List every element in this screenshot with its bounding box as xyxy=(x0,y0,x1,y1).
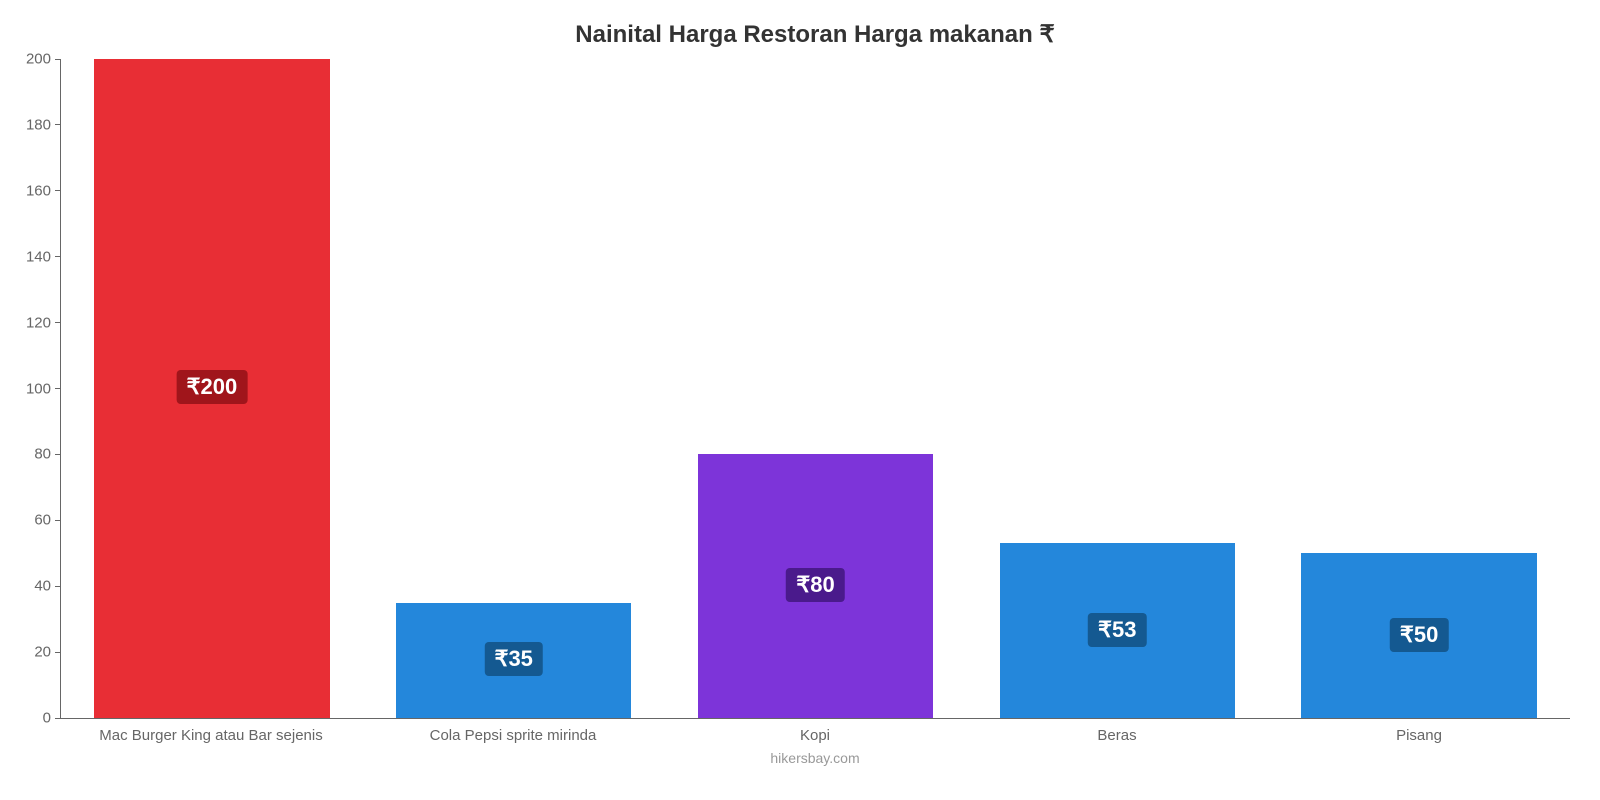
plot-area: 020406080100120140160180200 ₹200₹35₹80₹5… xyxy=(60,59,1570,719)
bar-value-label: ₹200 xyxy=(177,370,248,404)
y-tick-label: 180 xyxy=(26,116,51,133)
bar-value-label: ₹50 xyxy=(1390,618,1448,652)
bar-value-label: ₹80 xyxy=(786,568,844,602)
x-axis-labels: Mac Burger King atau Bar sejenisCola Pep… xyxy=(60,727,1570,744)
y-tick-label: 80 xyxy=(34,446,51,463)
chart-title: Nainital Harga Restoran Harga makanan ₹ xyxy=(60,20,1570,49)
chart-container: Nainital Harga Restoran Harga makanan ₹ … xyxy=(0,0,1600,800)
y-tick-label: 100 xyxy=(26,380,51,397)
x-axis-label: Beras xyxy=(966,727,1268,744)
y-tick-label: 0 xyxy=(43,710,51,727)
bar-slot: ₹50 xyxy=(1268,59,1570,718)
x-axis-label: Pisang xyxy=(1268,727,1570,744)
y-tick-label: 140 xyxy=(26,248,51,265)
y-tick-label: 160 xyxy=(26,182,51,199)
bar-slot: ₹35 xyxy=(363,59,665,718)
bars-row: ₹200 ₹35 ₹80 ₹53 ₹50 xyxy=(61,59,1570,718)
x-axis-label: Kopi xyxy=(664,727,966,744)
bar-slot: ₹200 xyxy=(61,59,363,718)
y-tick-label: 40 xyxy=(34,578,51,595)
bar-slot: ₹80 xyxy=(665,59,967,718)
bar-value-label: ₹35 xyxy=(484,642,542,676)
y-tick-label: 200 xyxy=(26,51,51,68)
y-tick-label: 120 xyxy=(26,314,51,331)
chart-credit: hikersbay.com xyxy=(60,750,1570,766)
x-axis-label: Mac Burger King atau Bar sejenis xyxy=(60,727,362,744)
bar-slot: ₹53 xyxy=(966,59,1268,718)
x-axis-label: Cola Pepsi sprite mirinda xyxy=(362,727,664,744)
bar-value-label: ₹53 xyxy=(1088,613,1146,647)
y-tick-label: 60 xyxy=(34,512,51,529)
y-tick-label: 20 xyxy=(34,644,51,661)
